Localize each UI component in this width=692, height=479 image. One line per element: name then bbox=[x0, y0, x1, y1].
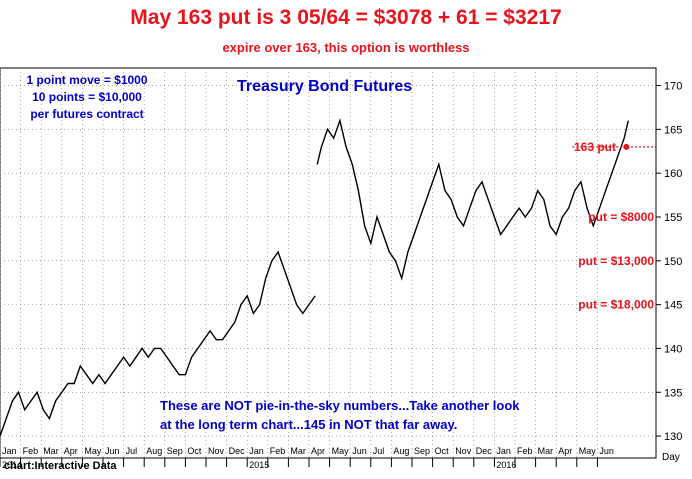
x-tick-label: Jul bbox=[373, 446, 385, 456]
y-tick-label: 140 bbox=[664, 343, 682, 355]
x-tick-label: Apr bbox=[64, 446, 78, 456]
x-tick-label: Jan bbox=[249, 446, 264, 456]
x-tick-label: Apr bbox=[558, 446, 572, 456]
x-tick-label: Mar bbox=[43, 446, 59, 456]
headline: May 163 put is 3 05/64 = $3078 + 61 = $3… bbox=[130, 6, 562, 29]
x-tick-label: May bbox=[579, 446, 597, 456]
bottom-note: These are NOT pie-in-the-sky numbers...T… bbox=[160, 396, 520, 434]
x-tick-label: Nov bbox=[455, 446, 472, 456]
x-tick-label: Jan bbox=[2, 446, 17, 456]
x-tick-label: Dec bbox=[476, 446, 493, 456]
x-tick-label: Oct bbox=[435, 446, 450, 456]
x-year-label: 2016 bbox=[496, 460, 516, 470]
x-tick-label: Feb bbox=[270, 446, 286, 456]
y-tick-label: 155 bbox=[664, 212, 682, 224]
x-year-label: 2015 bbox=[249, 460, 269, 470]
plot-frame bbox=[0, 67, 657, 459]
annotation-label: put = $13,000 bbox=[578, 254, 654, 268]
y-tick-label: 135 bbox=[664, 387, 682, 399]
x-tick-label: Jan bbox=[496, 446, 511, 456]
x-axis-ticks: Jan Feb Mar Apr May Jun Jul Aug Sep Oct Nov Dec Jan F… bbox=[0, 446, 680, 470]
x-tick-label: Apr bbox=[311, 446, 325, 456]
x-tick-label: Mar bbox=[538, 446, 554, 456]
x-tick-label: Dec bbox=[229, 446, 246, 456]
x-tick-label: May bbox=[84, 446, 102, 456]
note-line: 1 point move = $1000 bbox=[26, 73, 148, 87]
chart-credit: chart:Interactive Data bbox=[4, 460, 117, 472]
x-tick-label: Jul bbox=[126, 446, 138, 456]
y-tick-label: 170 bbox=[664, 81, 682, 93]
bottom-note-line: at the long term chart...145 in NOT that… bbox=[160, 417, 458, 432]
x-tick-label: Sep bbox=[167, 446, 183, 456]
y-tick-label: 160 bbox=[664, 168, 682, 180]
note-line: per futures contract bbox=[30, 107, 144, 121]
y-tick-label: 150 bbox=[664, 256, 682, 268]
x-tick-label: Nov bbox=[208, 446, 225, 456]
annotation-label: put = $18,000 bbox=[578, 298, 654, 312]
x-tick-label: Sep bbox=[414, 446, 430, 456]
x-tick-label: Jun bbox=[599, 446, 614, 456]
x-axis-label: Day bbox=[662, 452, 680, 463]
x-tick-label: Feb bbox=[517, 446, 533, 456]
x-tick-label: Aug bbox=[146, 446, 162, 456]
x-tick-label: Jun bbox=[352, 446, 367, 456]
annotation-label: 163 put bbox=[574, 140, 616, 154]
x-tick-label: Mar bbox=[290, 446, 306, 456]
series-line bbox=[0, 118, 629, 437]
gridlines bbox=[0, 68, 656, 458]
note-line: 10 points = $10,000 bbox=[32, 90, 142, 104]
subheadline: expire over 163, this option is worthles… bbox=[222, 40, 470, 55]
annotations: 163 put put = $8000 put = $13,000 put = $18… bbox=[571, 140, 656, 312]
x-tick-label: Aug bbox=[393, 446, 409, 456]
x-tick-label: Oct bbox=[187, 446, 202, 456]
x-year-label: 2014 bbox=[2, 460, 22, 470]
x-tick-label: Feb bbox=[23, 446, 39, 456]
y-tick-label: 145 bbox=[664, 300, 682, 312]
y-axis-ticks: 130 135 140 145 150 155 160 165 170 bbox=[656, 81, 682, 443]
chart-title: Treasury Bond Futures bbox=[237, 78, 413, 95]
x-tick-label: May bbox=[332, 446, 350, 456]
x-tick-label: Jun bbox=[105, 446, 120, 456]
y-tick-label: 130 bbox=[664, 431, 682, 443]
bottom-note-line: These are NOT pie-in-the-sky numbers...T… bbox=[160, 398, 520, 413]
annotation-label: put = $8000 bbox=[588, 210, 654, 224]
y-tick-label: 165 bbox=[664, 124, 682, 136]
contract-note: 1 point move = $1000 10 points = $10,000… bbox=[12, 72, 162, 123]
